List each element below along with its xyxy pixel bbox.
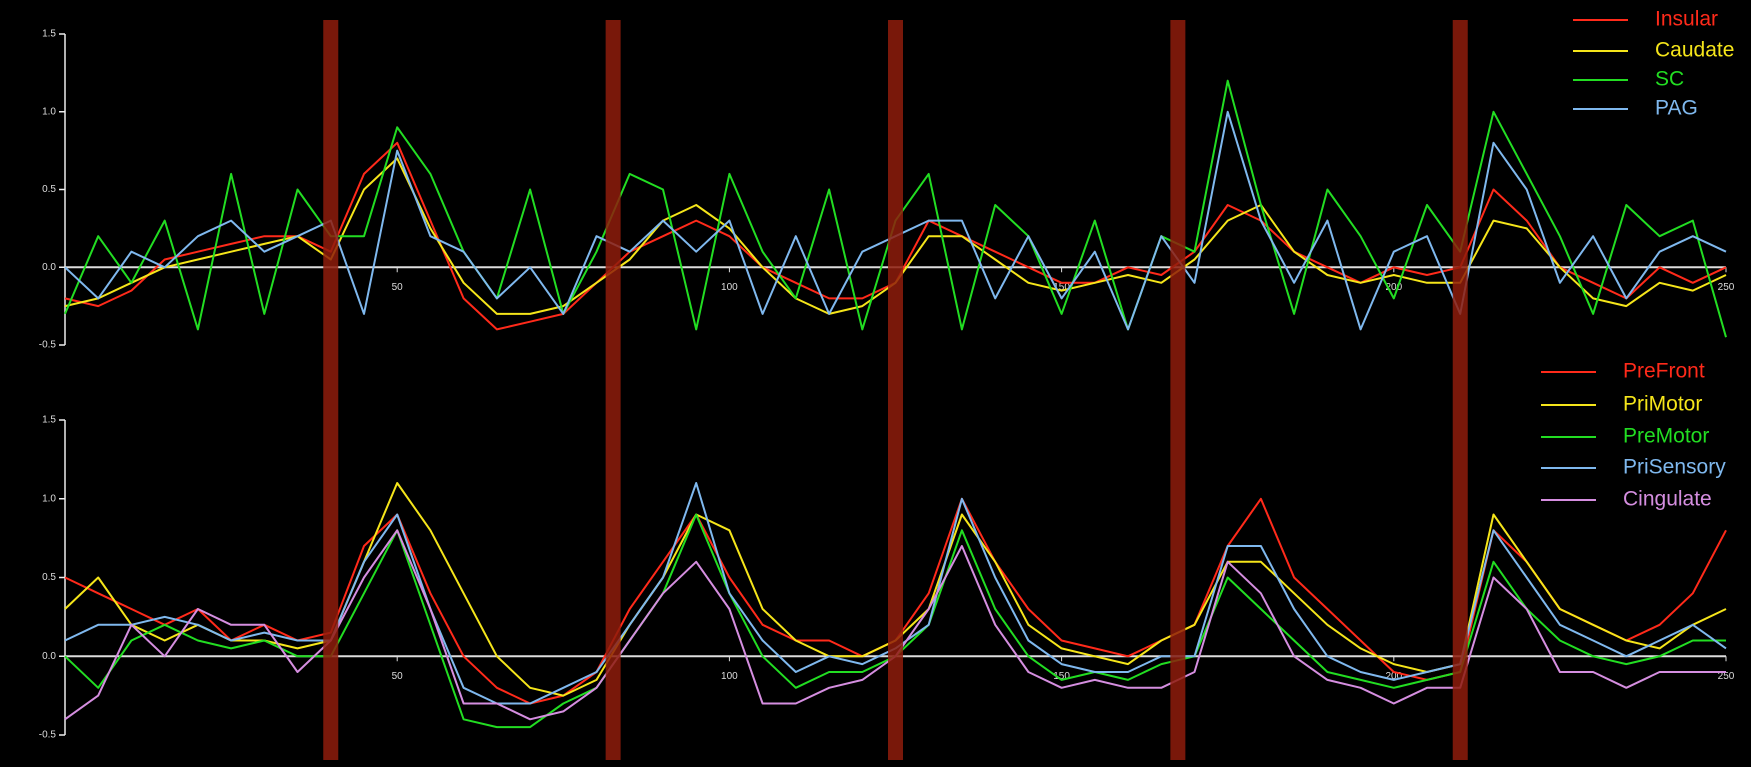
legend-label: Caudate xyxy=(1655,39,1734,62)
legend-label: SC xyxy=(1655,68,1684,91)
y-tick-label: 1.5 xyxy=(42,29,56,40)
y-tick-label: 0.5 xyxy=(42,184,56,195)
y-tick-label: 1.0 xyxy=(42,493,56,504)
stimulus-bar xyxy=(605,20,621,760)
stimulus-bar xyxy=(888,20,903,760)
y-tick-label: -0.5 xyxy=(39,730,57,741)
legend-label: PreMotor xyxy=(1623,425,1709,448)
x-tick-label: 100 xyxy=(721,282,738,293)
legend-label: PriMotor xyxy=(1623,393,1702,416)
y-tick-label: 0.5 xyxy=(42,572,56,583)
y-tick-label: 0.0 xyxy=(42,262,56,273)
stimulus-bar xyxy=(323,20,339,760)
legend-label: PriSensory xyxy=(1623,456,1726,479)
x-tick-label: 200 xyxy=(1385,671,1402,682)
legend-label: Cingulate xyxy=(1623,488,1712,511)
x-tick-label: 150 xyxy=(1053,671,1070,682)
x-tick-label: 50 xyxy=(392,671,404,682)
y-tick-label: 1.0 xyxy=(42,106,56,117)
y-tick-label: 0.0 xyxy=(42,651,56,662)
y-tick-label: 1.5 xyxy=(42,415,56,426)
x-tick-label: 100 xyxy=(721,671,738,682)
x-tick-label: 250 xyxy=(1718,671,1735,682)
stimulus-bar xyxy=(1170,20,1186,760)
x-tick-label: 50 xyxy=(392,282,404,293)
legend-label: PAG xyxy=(1655,97,1698,120)
stimulus-bar xyxy=(1452,20,1468,760)
legend-label: PreFront xyxy=(1623,360,1705,383)
legend-label: Insular xyxy=(1655,8,1718,31)
x-tick-label: 250 xyxy=(1718,282,1735,293)
x-tick-label: 150 xyxy=(1053,282,1070,293)
y-tick-label: -0.5 xyxy=(39,340,57,351)
x-tick-label: 200 xyxy=(1385,282,1402,293)
